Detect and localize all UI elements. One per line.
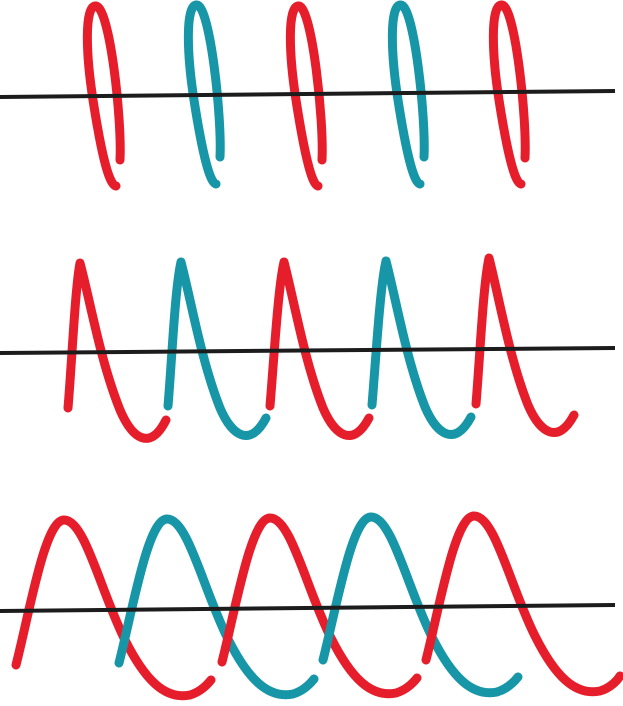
wave: [217, 513, 422, 699]
axis-line: [0, 346, 616, 355]
wave: [471, 253, 579, 437]
sawtooth-row: [0, 253, 616, 443]
loops: [82, 0, 530, 191]
loop: [82, 1, 125, 191]
wave: [114, 514, 319, 700]
axis-line: [0, 89, 616, 99]
wave: [63, 258, 171, 443]
axis-line: [0, 603, 616, 613]
wave: [421, 511, 623, 697]
wave: [318, 512, 523, 698]
wave: [367, 256, 476, 439]
wave: [11, 515, 216, 701]
loop: [387, 0, 429, 189]
loop: [183, 0, 225, 189]
wave: [163, 257, 271, 440]
loop: [285, 1, 327, 191]
wave: [265, 257, 374, 440]
loop: [488, 0, 530, 189]
wave-row: [0, 511, 623, 701]
loop-row: [0, 0, 616, 191]
